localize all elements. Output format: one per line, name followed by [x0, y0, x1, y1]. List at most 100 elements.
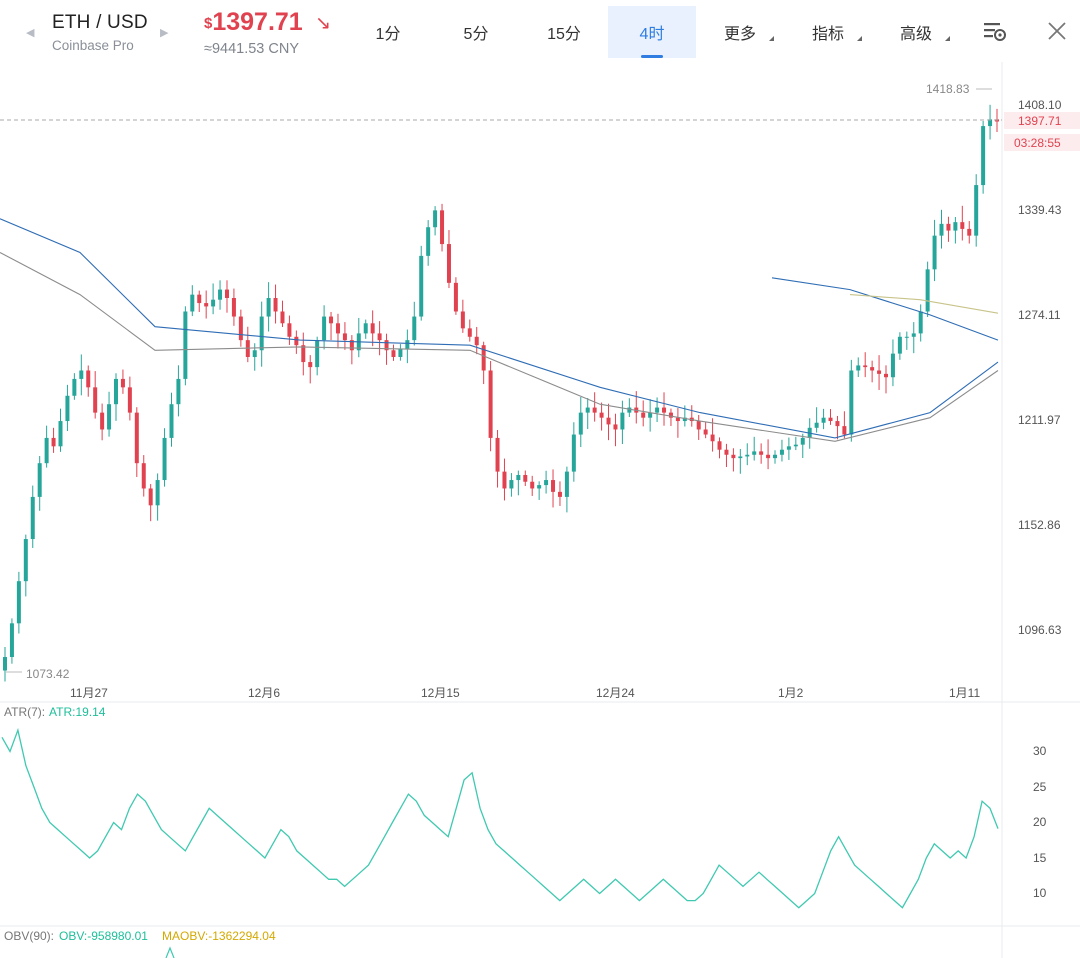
- tab-1min[interactable]: 1分: [344, 6, 432, 58]
- candle-body: [370, 323, 375, 334]
- ma-blue-line: [771, 277, 999, 341]
- min-price-label: 1073.42: [26, 667, 70, 681]
- candle-body: [322, 316, 327, 341]
- atr-tick: 20: [1033, 815, 1047, 829]
- time-tick: 12月24: [596, 686, 635, 700]
- candle-body: [467, 328, 472, 337]
- candle-body: [190, 294, 195, 312]
- candle-body: [259, 316, 264, 351]
- atr-tick: 10: [1033, 886, 1047, 900]
- candle-body: [426, 227, 431, 256]
- candle-body: [585, 407, 590, 413]
- ma-gray-line: [0, 252, 999, 442]
- candle-body: [599, 412, 604, 418]
- candle-body: [342, 333, 347, 341]
- candle-body: [204, 303, 209, 307]
- next-pair-icon[interactable]: ▶: [160, 27, 169, 39]
- candle-body: [3, 657, 7, 671]
- candle-body: [23, 539, 28, 582]
- candle-body: [655, 407, 660, 413]
- candle-body: [329, 316, 334, 324]
- candle-body: [731, 454, 736, 459]
- candle-body: [509, 480, 514, 489]
- candle-body: [37, 463, 42, 497]
- candle-body: [107, 404, 112, 430]
- price-tick: 1274.11: [1018, 308, 1061, 322]
- candle-body: [814, 422, 819, 428]
- candle-body: [169, 404, 174, 438]
- candle-body: [335, 323, 340, 334]
- candle-body: [72, 378, 77, 396]
- price-block: $1397.71 ↘ ≈9441.53 CNY: [204, 8, 354, 58]
- candle-body: [897, 336, 902, 354]
- time-tick: 11月27: [70, 686, 108, 700]
- candle-body: [696, 421, 701, 430]
- candle-body: [481, 345, 486, 371]
- chart-settings-icon[interactable]: [980, 16, 1010, 46]
- candle-body: [551, 480, 556, 492]
- tab-indicators[interactable]: 指标: [784, 6, 872, 58]
- candle-body: [724, 449, 729, 455]
- price-tick: 1408.10: [1018, 98, 1062, 112]
- tab-4h[interactable]: 4时: [608, 6, 696, 58]
- tab-more[interactable]: 更多: [696, 6, 784, 58]
- candle-body: [398, 348, 403, 358]
- pair-selector[interactable]: ◀ ETH / USD Coinbase Pro ▶: [22, 8, 182, 58]
- candle-body: [592, 407, 597, 413]
- arrow-down-right-icon: ↘: [315, 13, 331, 34]
- price-value: 1397.71: [212, 8, 303, 36]
- candle-body: [446, 244, 451, 283]
- candle-body: [779, 449, 784, 455]
- candle-body: [280, 311, 285, 324]
- tab-label: 指标: [811, 26, 844, 43]
- candle-body: [183, 311, 188, 379]
- atr-tick: 15: [1033, 851, 1047, 865]
- candle-body: [918, 311, 923, 334]
- candle-body: [544, 480, 549, 486]
- dropdown-corner-icon: [857, 36, 862, 41]
- candle-body: [620, 412, 625, 430]
- tab-label: 4时: [639, 26, 665, 43]
- countdown-tag: 03:28:55: [1014, 136, 1061, 150]
- maobv-value-label: MAOBV:-1362294.04: [162, 929, 276, 943]
- candle-body: [273, 298, 278, 312]
- candle-body: [44, 437, 49, 464]
- candle-body: [308, 362, 313, 368]
- current-price-badge: [1004, 112, 1080, 129]
- tab-5min[interactable]: 5分: [432, 6, 520, 58]
- pair-name: ETH / USD: [52, 12, 148, 33]
- candle-body: [571, 434, 576, 472]
- atr-tick: 25: [1033, 780, 1047, 794]
- atr-tick: 30: [1033, 744, 1047, 758]
- candle-body: [974, 185, 979, 236]
- candle-body: [433, 210, 438, 228]
- candle-body: [856, 365, 861, 371]
- candle-body: [162, 437, 167, 481]
- candle-body: [349, 340, 354, 351]
- countdown-badge: [1004, 134, 1080, 151]
- tab-15min[interactable]: 15分: [520, 6, 608, 58]
- close-icon[interactable]: [1042, 16, 1072, 46]
- candle-body: [134, 412, 139, 464]
- candle-body: [946, 223, 951, 231]
- candle-body: [717, 441, 722, 450]
- atr-indicator-label: ATR(7):: [4, 705, 45, 719]
- candle-body: [821, 417, 826, 423]
- candle-body: [911, 333, 916, 337]
- candle-body: [703, 429, 708, 435]
- price-axis: 1408.10 1397.71 03:28:55 1339.43 1274.11…: [1004, 98, 1080, 637]
- candle-body: [939, 223, 944, 236]
- price-tick: 1096.63: [1018, 623, 1062, 637]
- candle-body: [301, 345, 306, 363]
- time-axis: 11月27 12月6 12月15 12月24 1月2 1月11: [70, 686, 980, 700]
- candle-body: [453, 282, 458, 312]
- tab-advanced[interactable]: 高级: [872, 6, 960, 58]
- tab-label: 高级: [899, 26, 932, 43]
- candle-body: [391, 350, 396, 358]
- candle-body: [9, 623, 14, 658]
- previous-pair-icon[interactable]: ◀: [26, 27, 35, 39]
- candle-body: [58, 421, 63, 447]
- candle-body: [828, 417, 833, 422]
- candle-body: [557, 491, 562, 497]
- ma-olive-line: [849, 294, 999, 314]
